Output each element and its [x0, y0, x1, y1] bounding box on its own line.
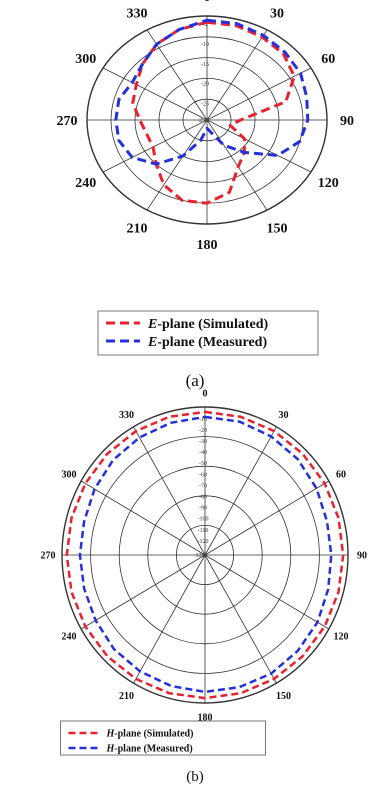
- radial-tick-label: -120: [198, 539, 209, 545]
- radial-tick-label: -30: [199, 439, 207, 445]
- radial-tick-label: -90: [199, 506, 207, 512]
- legend-entry: E-plane (Simulated): [147, 317, 269, 332]
- angle-label: 270: [41, 551, 56, 562]
- angle-label: 240: [75, 176, 96, 191]
- angle-label: 90: [340, 114, 354, 129]
- polar-center: [203, 553, 207, 557]
- radial-tick-label: -25: [201, 101, 209, 107]
- series-line-measured: [78, 415, 333, 694]
- legend: E-plane (Simulated) E-plane (Measured): [97, 310, 319, 356]
- angle-label: 60: [336, 470, 346, 481]
- angle-label: 330: [127, 7, 148, 22]
- radial-tick-label: -60: [199, 472, 207, 478]
- grid-spoke: [102, 67, 208, 121]
- radial-tick-label: -50: [199, 461, 207, 467]
- angle-label: 0: [203, 389, 208, 400]
- radial-tick-label: -40: [199, 450, 207, 456]
- radial-tick-label: -80: [199, 495, 207, 501]
- grid-spoke: [206, 119, 268, 211]
- grid-spoke: [80, 480, 206, 556]
- angle-label: 180: [197, 238, 218, 253]
- series-line-simulated: [131, 20, 296, 205]
- radial-tick-label: -4: [203, 22, 208, 28]
- grid-spoke: [206, 29, 268, 121]
- grid-spoke: [206, 119, 312, 173]
- angle-label: 330: [119, 410, 134, 421]
- angle-label: 270: [57, 114, 78, 129]
- grid-spoke: [133, 426, 206, 556]
- radial-tick-label: -10: [199, 417, 207, 423]
- angle-label: 210: [119, 691, 134, 702]
- grid-spoke: [204, 554, 330, 630]
- series-line-simulated: [65, 410, 345, 700]
- angle-label: 30: [270, 7, 284, 22]
- grid-spoke: [133, 554, 206, 684]
- radial-tick-label: -20: [201, 82, 209, 88]
- legend: H-plane (Simulated) H-plane (Measured): [60, 720, 266, 756]
- radial-tick-label: -10: [201, 42, 209, 48]
- angle-label: 150: [267, 221, 288, 236]
- angle-label: 60: [321, 52, 335, 67]
- angle-label: 120: [318, 176, 339, 191]
- angle-label: 300: [62, 470, 77, 481]
- polar-center: [205, 118, 209, 122]
- angle-label: 180: [198, 713, 213, 724]
- figure-caption: (a): [186, 371, 205, 390]
- radial-center-label: -120: [194, 553, 205, 559]
- grid-spoke: [204, 554, 277, 684]
- angle-label: 0: [204, 0, 211, 5]
- legend-entry: H-plane (Simulated): [106, 729, 194, 740]
- radial-tick-label: -70: [199, 483, 207, 489]
- angle-label: 240: [62, 632, 77, 643]
- polar-chart-b: -10 -20 -30 -40 -50 -60 -70 -80 -90 -100 -110 -120 -…: [41, 389, 368, 786]
- angle-label: 150: [276, 691, 291, 702]
- grid-spoke: [204, 426, 277, 556]
- grid-spoke: [206, 67, 312, 121]
- radial-tick-label: -15: [201, 62, 209, 68]
- grid-spoke: [204, 480, 330, 556]
- grid-spoke: [146, 119, 208, 211]
- angle-label: 30: [279, 410, 289, 421]
- grid-spoke: [80, 554, 206, 630]
- legend-entry: E-plane (Measured): [147, 335, 267, 350]
- polar-chart-a: -4 -10 -15 -20 -25 -25 0 30 60 90 120 150 180 210 240 2…: [57, 0, 355, 390]
- radial-center-label: -25: [197, 118, 205, 124]
- angle-label: 90: [357, 551, 367, 562]
- legend-entry: H-plane (Measured): [106, 744, 193, 755]
- radial-tick-label: -100: [198, 517, 209, 523]
- legend-box: [97, 310, 319, 356]
- angle-label: 210: [127, 221, 148, 236]
- radial-tick-label: -20: [199, 428, 207, 434]
- radial-tick-label: -110: [198, 528, 209, 534]
- angle-label: 120: [333, 632, 348, 643]
- angle-label: 300: [75, 52, 96, 67]
- grid-spoke: [102, 119, 208, 173]
- series-line-measured: [114, 18, 310, 166]
- figure-caption: (b): [186, 769, 204, 785]
- legend-box: [60, 720, 266, 756]
